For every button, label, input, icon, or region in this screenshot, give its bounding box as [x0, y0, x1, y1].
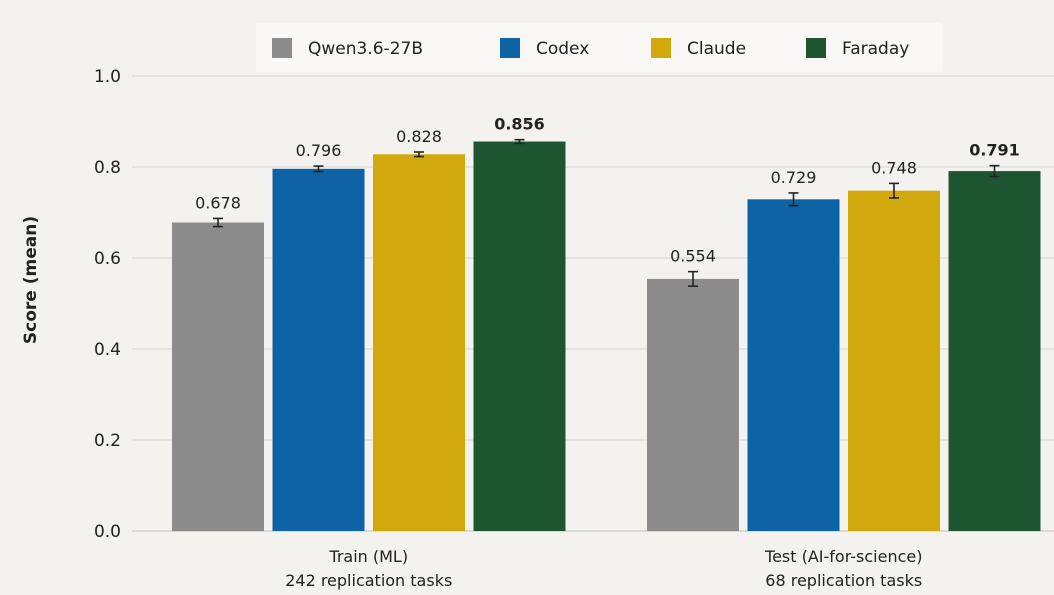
bar	[272, 168, 365, 531]
legend-swatch	[651, 38, 671, 58]
bar	[848, 190, 940, 531]
legend-label: Qwen3.6-27B	[308, 39, 423, 59]
y-tick-label: 0.2	[94, 431, 121, 451]
data-label: 0.856	[494, 115, 545, 134]
bar	[747, 199, 840, 531]
bar	[647, 278, 739, 531]
legend-swatch	[806, 38, 826, 58]
data-label: 0.791	[969, 141, 1020, 160]
bars	[172, 138, 1041, 531]
bar	[948, 171, 1041, 531]
legend-label: Faraday	[842, 39, 909, 59]
y-tick-label: 0.8	[94, 158, 121, 178]
legend-swatch	[500, 38, 520, 58]
legend: Qwen3.6-27B Codex Claude Faraday	[256, 23, 942, 72]
bar	[473, 141, 566, 531]
data-label: 0.796	[296, 141, 342, 160]
legend-label: Claude	[687, 39, 746, 59]
legend-swatch	[272, 38, 292, 58]
y-tick-label: 0.4	[94, 340, 121, 360]
labels: 0.0 0.2 0.4 0.6 0.8 1.0 0.678 0.796 0.828 0.856 Tr…	[94, 67, 1020, 590]
data-label: 0.554	[670, 247, 716, 266]
y-axis-title: Score (mean)	[21, 216, 41, 344]
x-category-sublabel: 242 replication tasks	[285, 571, 452, 590]
x-category-label: Train (ML)	[328, 547, 408, 566]
legend-box	[256, 23, 942, 72]
bar	[373, 154, 465, 531]
x-category-label: Test (AI-for-science)	[764, 547, 922, 566]
data-label: 0.678	[195, 193, 241, 212]
y-tick-label: 0.6	[94, 249, 121, 269]
bar	[172, 222, 264, 531]
y-tick-label: 1.0	[94, 67, 121, 87]
data-label: 0.748	[871, 158, 917, 177]
legend-label: Codex	[536, 39, 589, 59]
data-label: 0.828	[396, 127, 442, 146]
y-tick-label: 0.0	[94, 522, 121, 542]
data-label: 0.729	[771, 168, 817, 187]
x-category-sublabel: 68 replication tasks	[765, 571, 922, 590]
